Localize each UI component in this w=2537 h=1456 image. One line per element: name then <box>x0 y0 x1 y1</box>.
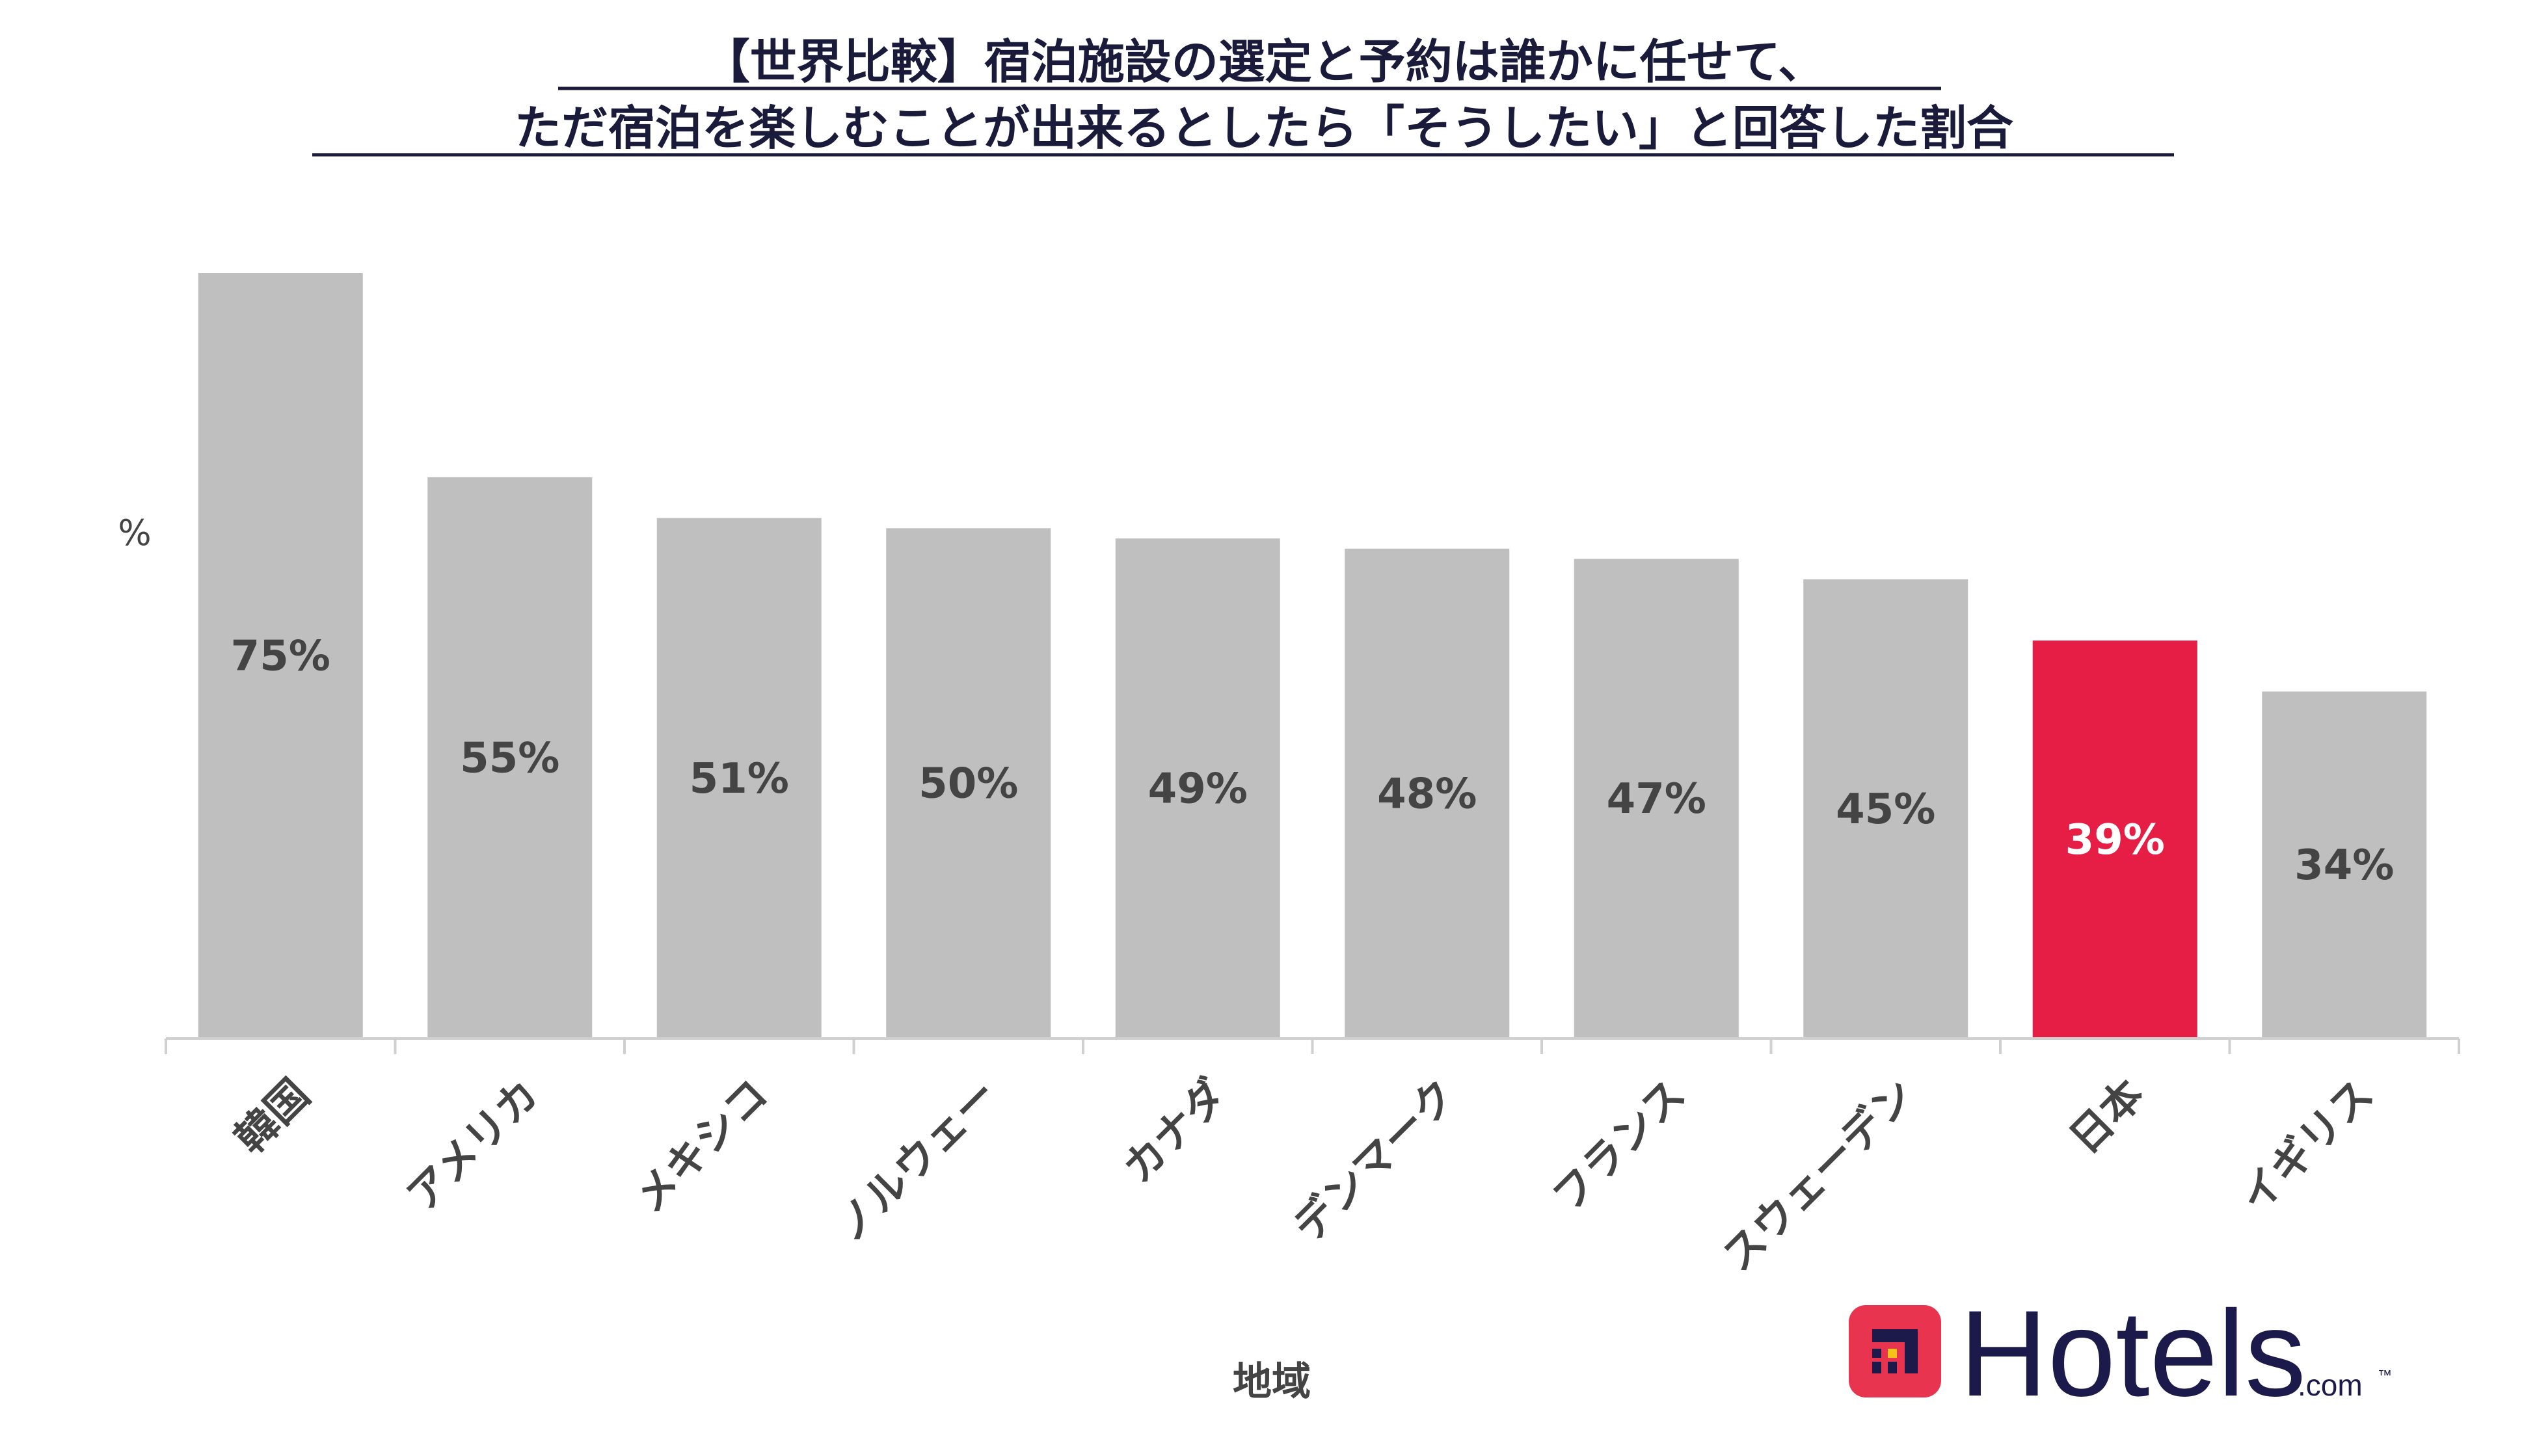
chart-title-line-1: 【世界比較】宿泊施設の選定と予約は誰かに任せて、 <box>703 34 1825 89</box>
x-axis-label: 地域 <box>1233 1359 1311 1405</box>
x-tick-label-6: フランス <box>1544 1070 1695 1221</box>
bar-8 <box>2032 640 2197 1039</box>
x-tick-label-7: スウェーデン <box>1713 1070 1924 1281</box>
x-tick-labels-group: 韓国 アメリカ メキシコ ノルウェー カナダ デンマーク フランス スウェーデン 日本 イギリス <box>226 1070 2383 1281</box>
data-label-4: 49% <box>1148 765 1248 814</box>
bar-1 <box>427 477 593 1039</box>
x-tick-label-5: デンマーク <box>1284 1070 1466 1252</box>
bar-7 <box>1803 579 1968 1039</box>
logo-suffix-text: .com <box>2298 1368 2363 1402</box>
chart-title-line-2: ただ宿泊を楽しむことが出来るとしたら「そうしたい」と回答した割合 <box>515 101 2013 155</box>
data-label-9: 34% <box>2294 841 2394 890</box>
bar-0 <box>198 273 363 1039</box>
data-label-5: 48% <box>1377 770 1477 818</box>
data-label-3: 50% <box>919 760 1018 808</box>
bar-5 <box>1345 548 1510 1039</box>
bars-group <box>198 273 2427 1039</box>
bar-4 <box>1115 538 1280 1039</box>
bar-9 <box>2262 691 2427 1039</box>
hotels-logo: Hotels .com ™ <box>1849 1285 2392 1422</box>
x-tick-label-8: 日本 <box>2061 1070 2154 1163</box>
x-tick-label-1: アメリカ <box>398 1070 548 1221</box>
hotels-icon <box>1849 1305 1941 1397</box>
data-label-6: 47% <box>1607 775 1706 823</box>
data-label-7: 45% <box>1836 786 1935 834</box>
x-tick-label-9: イギリス <box>2231 1070 2383 1222</box>
data-label-2: 51% <box>690 755 789 803</box>
x-axis <box>165 1037 2460 1054</box>
x-tick-label-4: カナダ <box>1114 1070 1236 1193</box>
x-tick-label-0: 韓国 <box>226 1070 319 1163</box>
logo-tm-text: ™ <box>2378 1367 2392 1383</box>
x-tick-label-2: メキシコ <box>626 1070 777 1222</box>
data-label-1: 55% <box>460 734 559 782</box>
bar-2 <box>656 518 822 1039</box>
x-tick-label-3: ノルウェー <box>826 1070 1007 1252</box>
data-labels-group: 75% 55% 51% 50% 49% 48% 47% 45% 39% 34% <box>231 633 2395 890</box>
data-label-8: 39% <box>2065 816 2165 864</box>
bar-6 <box>1574 559 1739 1039</box>
y-axis-label: % <box>118 512 151 553</box>
bar-3 <box>886 528 1051 1039</box>
logo-brand-text: Hotels <box>1959 1285 2306 1422</box>
data-label-0: 75% <box>231 633 330 681</box>
